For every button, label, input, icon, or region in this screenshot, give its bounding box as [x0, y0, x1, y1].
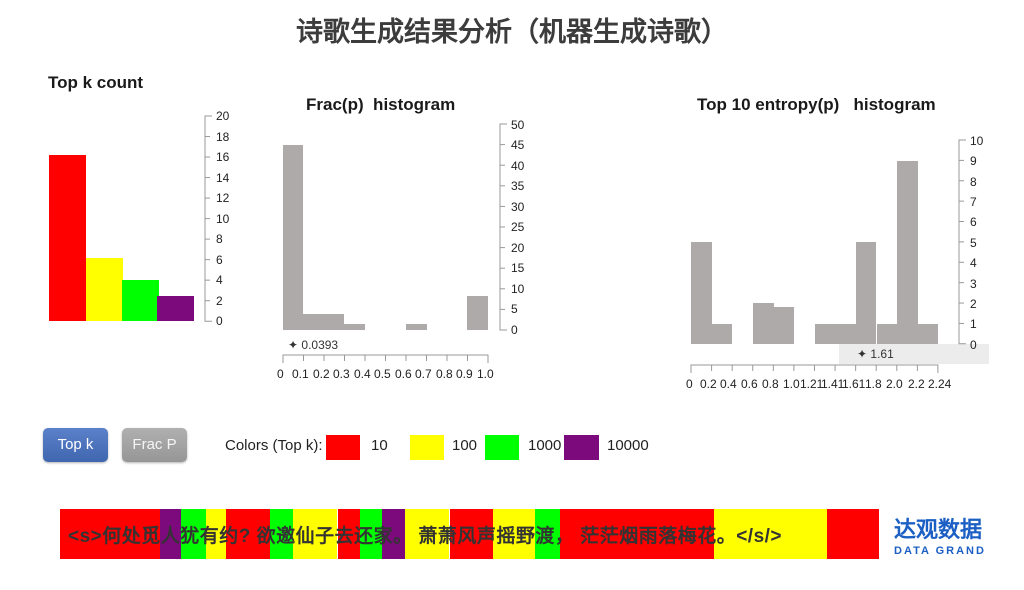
svg-text:DATA GRAND: DATA GRAND — [894, 545, 986, 557]
svg-text:达观数据: 达观数据 — [894, 517, 982, 542]
